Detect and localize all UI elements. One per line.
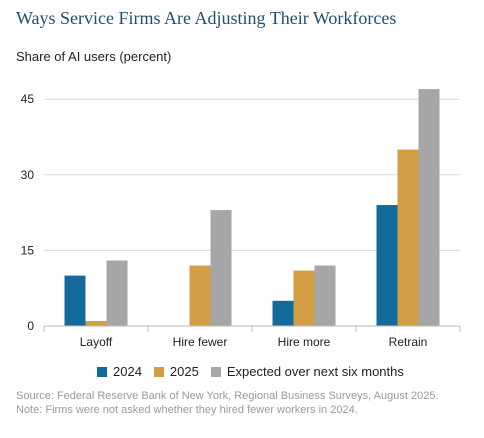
bar-layoff-2024 xyxy=(64,275,86,326)
bar-hire-fewer-2025 xyxy=(189,265,211,326)
bar-layoff-expected-over-next-six-months xyxy=(106,260,128,326)
x-tick-label: Layoff xyxy=(80,335,113,349)
legend-label: 2025 xyxy=(169,364,199,379)
y-tick-label: 15 xyxy=(21,243,35,257)
y-tick-label: 0 xyxy=(27,319,34,333)
chart-title: Ways Service Firms Are Adjusting Their W… xyxy=(16,8,397,28)
x-tick-label: Hire fewer xyxy=(173,335,228,349)
bar-hire-more-2024 xyxy=(272,300,294,326)
legend: 2024 2025 Expected over next six months xyxy=(97,364,416,379)
bar-hire-fewer-expected-over-next-six-months xyxy=(210,210,232,326)
legend-item: 2024 xyxy=(97,364,142,379)
axes: 0 15 30 45 Layoff Hire fewer Hire more Retrain xyxy=(21,92,461,349)
legend-swatch xyxy=(97,366,107,377)
source-text: Source: Federal Reserve Bank of New York… xyxy=(16,390,439,402)
legend-item: 2025 xyxy=(153,364,199,379)
y-tick-label: 45 xyxy=(21,92,35,106)
bar-chart: 0 15 30 45 Layoff Hire fewer Hire more Retrain xyxy=(21,89,461,349)
bar-retrain-2025 xyxy=(397,149,419,326)
legend-label: Expected over next six months xyxy=(226,364,404,379)
legend-swatch xyxy=(153,366,164,377)
bar-layoff-2025 xyxy=(85,320,107,326)
legend-swatch xyxy=(210,366,221,377)
y-axis-label: Share of AI users (percent) xyxy=(16,49,172,64)
source-note: Source: Federal Reserve Bank of New York… xyxy=(16,389,439,417)
bar-retrain-2024 xyxy=(376,205,398,326)
legend-item: Expected over next six months xyxy=(210,364,404,379)
legend-label: 2024 xyxy=(113,364,142,379)
bar-hire-more-2025 xyxy=(293,270,315,326)
x-tick-label: Hire more xyxy=(278,335,331,349)
x-tick-label: Retrain xyxy=(389,335,428,349)
bars xyxy=(64,89,440,327)
bar-hire-more-expected-over-next-six-months xyxy=(314,265,336,326)
bar-retrain-expected-over-next-six-months xyxy=(418,89,440,327)
note-text: Note: Firms were not asked whether they … xyxy=(16,404,358,416)
y-tick-label: 30 xyxy=(21,168,35,182)
